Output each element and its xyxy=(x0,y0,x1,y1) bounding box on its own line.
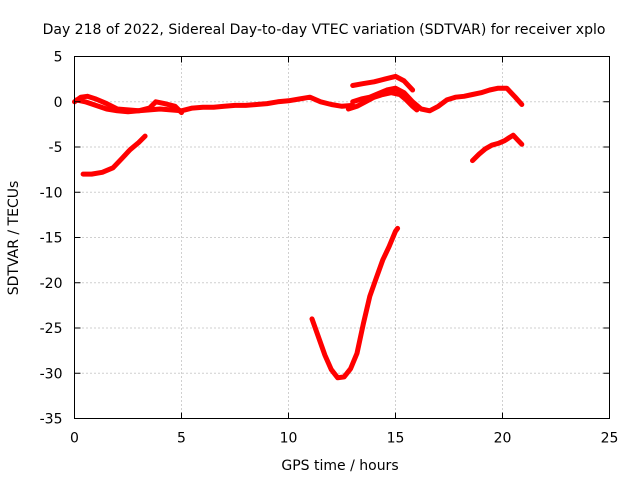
x-tick-label: 0 xyxy=(70,431,79,447)
chart-title: Day 218 of 2022, Sidereal Day-to-day VTE… xyxy=(43,22,606,38)
y-tick-label: -25 xyxy=(40,321,63,337)
y-tick-label: -10 xyxy=(40,185,63,201)
series-track-6 xyxy=(353,88,522,111)
y-tick-label: -5 xyxy=(49,140,63,156)
y-tick-label: 0 xyxy=(54,95,63,111)
x-tick-label: 25 xyxy=(601,431,619,447)
y-tick-label: -15 xyxy=(40,231,63,247)
x-tick-label: 5 xyxy=(177,431,186,447)
x-axis-label: GPS time / hours xyxy=(281,458,398,474)
series-layer xyxy=(75,76,522,377)
x-tick-label: 10 xyxy=(280,431,298,447)
series-track-8 xyxy=(473,135,522,160)
y-tick-label: -35 xyxy=(40,412,63,428)
y-tick-label: -30 xyxy=(40,366,63,382)
y-axis-label: SDTVAR / TECUs xyxy=(6,181,22,296)
y-tick-label: -20 xyxy=(40,276,63,292)
y-tick-label: 5 xyxy=(54,50,63,66)
x-tick-label: 20 xyxy=(494,431,512,447)
series-track-4 xyxy=(312,228,398,377)
chart: Day 218 of 2022, Sidereal Day-to-day VTE… xyxy=(0,0,640,480)
x-tick-label: 15 xyxy=(387,431,405,447)
series-track-2 xyxy=(83,136,145,174)
series-track-7 xyxy=(353,76,413,90)
